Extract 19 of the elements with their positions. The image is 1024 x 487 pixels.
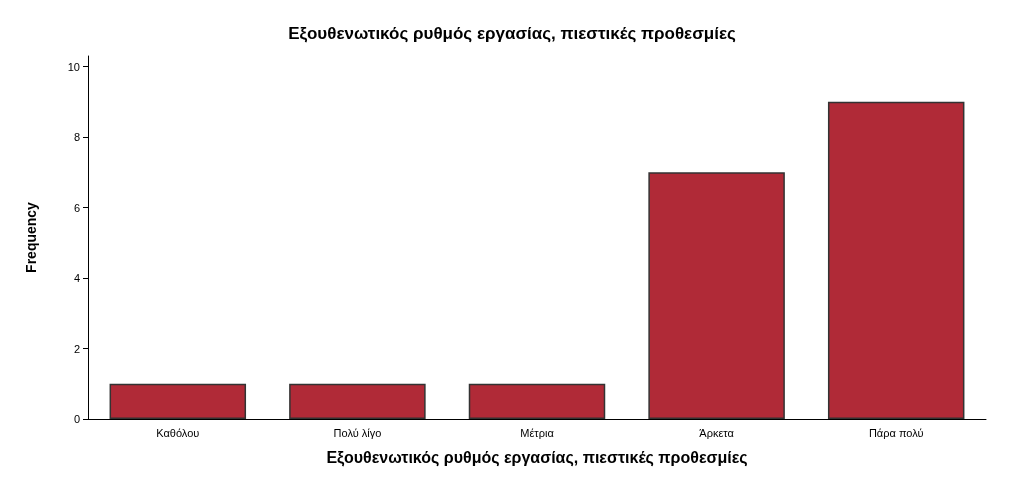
- chart-title: Εξουθενωτικός ρυθμός εργασίας, πιεστικές προθεσμίες: [288, 24, 736, 43]
- bar: [827, 101, 965, 419]
- y-tick-label: 10: [67, 60, 80, 73]
- x-axis-title: Εξουθενωτικός ρυθμός εργασίας, πιεστικές προθεσμίες: [326, 448, 748, 467]
- bar: [468, 383, 606, 419]
- bar: [648, 172, 785, 419]
- y-tick-label: 8: [73, 131, 80, 144]
- y-axis-title: Frequency: [23, 201, 39, 273]
- x-tick-label: Πολύ λίγο: [333, 426, 382, 439]
- x-tick-label: Μέτρια: [520, 426, 555, 439]
- bar: [109, 383, 247, 419]
- y-tick-label: 0: [73, 413, 80, 425]
- x-tick-label: Άρκετα: [699, 426, 735, 439]
- y-tick-label: 2: [73, 342, 80, 355]
- x-tick-label: Καθόλου: [156, 426, 200, 439]
- bar: [289, 383, 426, 419]
- y-tick-label: 6: [73, 201, 80, 214]
- x-tick-label: Πάρα πολύ: [868, 426, 924, 439]
- y-tick-label: 4: [73, 272, 80, 285]
